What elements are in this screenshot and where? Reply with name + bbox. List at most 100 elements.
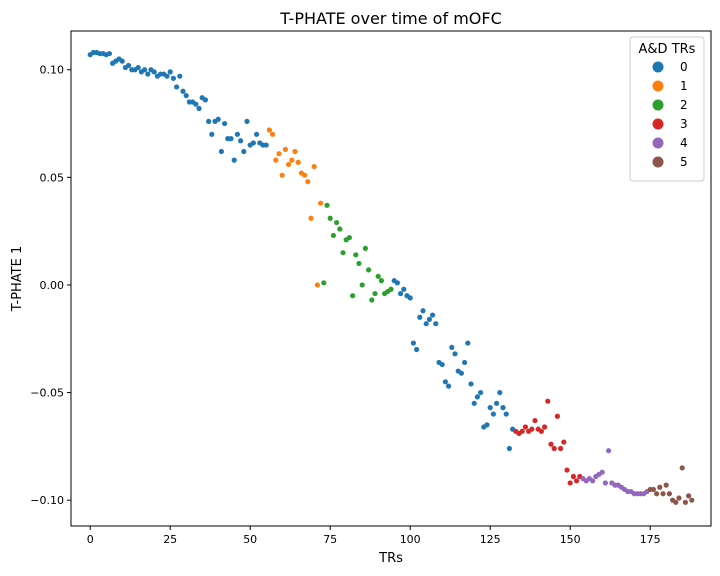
- data-point-series-0: [487, 405, 493, 411]
- data-point-series-0: [401, 286, 407, 292]
- data-point-series-3: [551, 445, 557, 452]
- data-point-series-0: [449, 344, 455, 350]
- data-point-series-1: [266, 127, 272, 133]
- data-point-series-5: [682, 499, 689, 505]
- data-point-series-2: [366, 267, 372, 273]
- data-point-series-0: [193, 101, 199, 107]
- data-point-series-1: [314, 282, 320, 288]
- x-tick-label: 150: [560, 533, 581, 546]
- legend-label-3: 3: [680, 117, 688, 131]
- data-point-series-5: [676, 495, 682, 501]
- data-point-series-1: [318, 200, 324, 206]
- data-point-series-0: [119, 58, 125, 64]
- data-point-series-0: [126, 62, 132, 69]
- data-point-series-2: [327, 215, 333, 221]
- data-point-series-3: [561, 439, 567, 445]
- data-point-series-2: [340, 250, 346, 256]
- data-point-series-0: [151, 69, 157, 75]
- data-point-series-4: [590, 478, 596, 484]
- x-axis: 0 25 50 75 100 125 150 175: [87, 526, 661, 546]
- legend-marker-5: [652, 156, 664, 168]
- data-point-series-0: [180, 88, 186, 94]
- data-point-series-2: [321, 280, 327, 286]
- data-point-series-0: [196, 105, 202, 112]
- data-point-series-0: [263, 142, 269, 148]
- chart-title: T-PHATE over time of mOFC: [279, 9, 502, 28]
- data-point-series-3: [570, 473, 577, 480]
- data-point-series-0: [135, 64, 141, 71]
- data-point-series-1: [273, 157, 279, 163]
- data-point-series-0: [503, 411, 509, 417]
- data-point-series-1: [289, 157, 295, 163]
- data-point-series-0: [423, 321, 429, 327]
- data-point-series-4: [606, 448, 612, 454]
- data-point-series-1: [305, 179, 311, 185]
- data-point-series-3: [564, 467, 570, 473]
- legend-box: [629, 36, 705, 182]
- x-tick-label: 0: [87, 533, 94, 546]
- legend-marker-0: [652, 61, 664, 73]
- data-point-series-0: [430, 312, 436, 318]
- data-point-series-2: [375, 273, 381, 279]
- y-tick-label: 0.10: [40, 64, 65, 77]
- data-point-series-2: [330, 232, 336, 239]
- data-point-series-2: [353, 252, 359, 258]
- data-point-series-1: [282, 146, 288, 152]
- legend-items: 0 1 2 3 4 5: [652, 60, 688, 169]
- data-point-series-0: [231, 157, 237, 163]
- data-point-series-3: [558, 445, 564, 452]
- data-point-series-0: [394, 280, 400, 286]
- x-tick-label: 125: [480, 533, 501, 546]
- data-point-series-0: [209, 131, 215, 137]
- data-point-series-2: [372, 290, 378, 297]
- data-point-series-3: [522, 424, 529, 430]
- legend-marker-2: [652, 99, 664, 111]
- data-point-series-1: [270, 131, 276, 137]
- data-point-series-2: [369, 297, 375, 303]
- plot-area: [70, 30, 712, 527]
- y-tick-label: −0.10: [30, 494, 64, 507]
- data-point-series-0: [462, 359, 468, 366]
- data-point-series-3: [532, 417, 538, 424]
- data-point-series-0: [254, 131, 260, 137]
- data-point-series-0: [177, 73, 183, 79]
- data-point-series-0: [238, 138, 244, 144]
- data-point-series-0: [458, 370, 464, 376]
- data-point-series-5: [654, 491, 660, 497]
- data-point-series-0: [497, 389, 503, 396]
- data-point-series-1: [295, 159, 301, 165]
- data-point-series-0: [228, 136, 234, 142]
- data-point-series-3: [554, 413, 561, 419]
- data-point-series-1: [279, 172, 285, 178]
- data-point-series-0: [506, 445, 512, 452]
- data-point-series-5: [666, 491, 673, 497]
- data-point-series-3: [574, 478, 580, 484]
- data-point-series-0: [468, 381, 474, 387]
- data-point-series-0: [215, 116, 221, 122]
- legend-label-5: 5: [680, 155, 688, 169]
- data-point-series-0: [106, 50, 112, 57]
- data-point-series-0: [241, 148, 247, 155]
- data-point-series-0: [398, 290, 404, 297]
- data-point-series-3: [548, 441, 554, 447]
- data-point-series-5: [660, 491, 666, 497]
- data-point-series-2: [362, 245, 368, 251]
- scatter-points: [87, 49, 695, 505]
- data-point-series-0: [145, 71, 151, 77]
- data-point-series-2: [334, 219, 340, 226]
- data-point-series-0: [478, 389, 484, 396]
- y-tick-label: −0.05: [30, 387, 64, 400]
- data-point-series-5: [650, 486, 657, 493]
- data-point-series-0: [234, 131, 240, 137]
- data-point-series-0: [410, 340, 416, 346]
- data-point-series-0: [426, 316, 432, 322]
- legend-label-4: 4: [680, 136, 688, 150]
- data-point-series-5: [673, 499, 679, 505]
- data-point-series-0: [218, 148, 224, 155]
- data-point-series-0: [222, 120, 228, 127]
- legend-label-0: 0: [680, 60, 688, 74]
- data-point-series-0: [142, 67, 148, 73]
- data-point-series-1: [308, 215, 314, 221]
- data-point-series-5: [663, 482, 669, 488]
